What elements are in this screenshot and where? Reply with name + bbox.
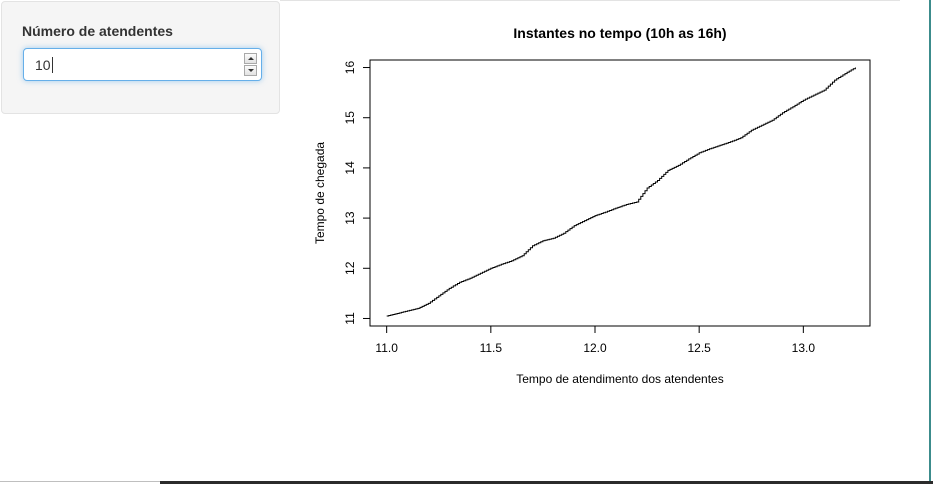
y-axis: 11 12 13 14 15 16 xyxy=(343,61,371,325)
y-tick-label: 11 xyxy=(343,312,357,325)
x-tick-label: 13.0 xyxy=(792,341,816,355)
right-window-border xyxy=(929,0,931,484)
x-tick-label: 12.0 xyxy=(583,341,607,355)
bottom-window-border xyxy=(160,481,933,484)
x-axis: 11.0 11.5 12.0 12.5 13.0 xyxy=(375,325,816,355)
sidebar-panel: Número de atendentes 10 xyxy=(1,1,280,114)
chart: Instantes no tempo (10h as 16h) 11.0 11.5… xyxy=(313,25,871,386)
x-tick-label: 12.5 xyxy=(687,341,711,355)
bottom-divider xyxy=(0,481,160,482)
attendants-number-input[interactable]: 10 xyxy=(23,48,262,81)
arrow-up-icon xyxy=(248,57,254,60)
decrement-button[interactable] xyxy=(244,65,257,76)
arrow-down-icon xyxy=(248,69,254,72)
x-tick-label: 11.0 xyxy=(375,341,398,355)
number-spinner[interactable] xyxy=(244,53,257,76)
input-value: 10 xyxy=(35,57,53,73)
x-axis-label: Tempo de atendimento dos atendentes xyxy=(516,372,723,386)
chart-title: Instantes no tempo (10h as 16h) xyxy=(513,25,726,41)
increment-button[interactable] xyxy=(244,53,257,64)
y-tick-label: 14 xyxy=(343,161,357,175)
input-label: Número de atendentes xyxy=(22,23,173,39)
y-tick-label: 16 xyxy=(343,61,357,75)
y-tick-label: 13 xyxy=(343,211,357,225)
plot-box xyxy=(369,59,871,327)
series-line xyxy=(386,67,856,317)
y-tick-label: 15 xyxy=(343,111,357,125)
y-axis-label: Tempo de chegada xyxy=(313,142,327,244)
top-divider xyxy=(280,0,900,1)
x-tick-label: 11.5 xyxy=(480,341,503,355)
y-tick-label: 12 xyxy=(343,261,357,275)
